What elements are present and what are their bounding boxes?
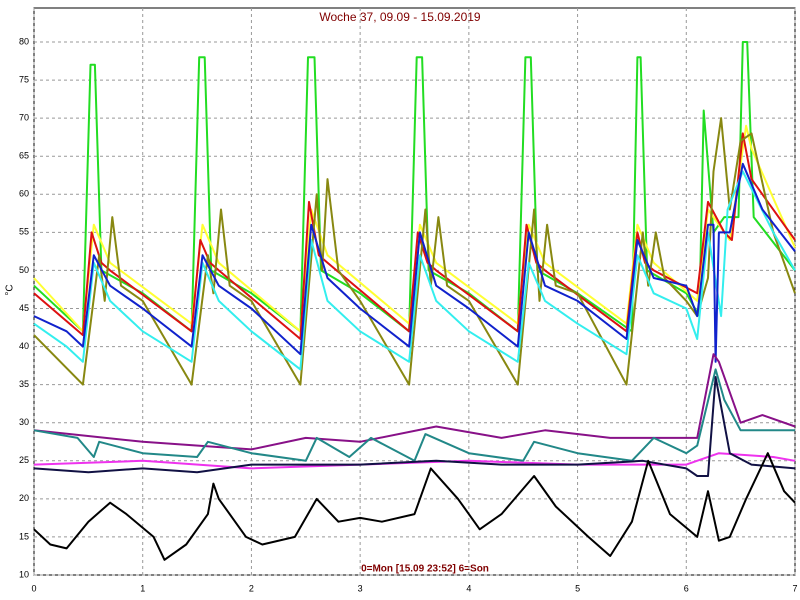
y-tick-label: 25 [19,455,29,465]
series-line [33,452,796,470]
y-tick-label: 45 [19,303,29,313]
y-tick-label: 75 [19,74,29,84]
series-line [33,117,796,386]
y-tick-label: 65 [19,151,29,161]
series-line [33,132,796,340]
x-tick-label: 3 [358,583,363,593]
y-tick-label: 15 [19,531,29,541]
y-tick-label: 20 [19,493,29,503]
series-line [33,170,796,371]
series-line [33,41,796,333]
y-tick-label: 60 [19,189,29,199]
x-tick-label: 7 [792,583,797,593]
y-tick-label: 10 [19,569,29,579]
y-tick-label: 55 [19,227,29,237]
x-tick-label: 0 [31,583,36,593]
x-tick-label: 2 [249,583,254,593]
y-tick-label: 50 [19,265,29,275]
x-tick-label: 6 [684,583,689,593]
x-axis-label: 0=Mon [15.09 23:52] 6=Son [361,564,489,575]
y-tick-label: 80 [19,36,29,46]
series-line [33,353,796,451]
x-tick-label: 4 [466,583,471,593]
series-line [33,376,796,477]
series-line [33,452,796,561]
y-tick-label: 30 [19,417,29,427]
x-tick-label: 5 [575,583,580,593]
series-line [33,368,795,462]
series-line [33,162,796,363]
y-tick-label: 35 [19,379,29,389]
y-axis-label: °C [5,284,16,295]
y-tick-label: 40 [19,341,29,351]
x-tick-label: 1 [140,583,145,593]
y-tick-label: 70 [19,113,29,123]
chart-title: Woche 37, 09.09 - 15.09.2019 [319,10,481,24]
